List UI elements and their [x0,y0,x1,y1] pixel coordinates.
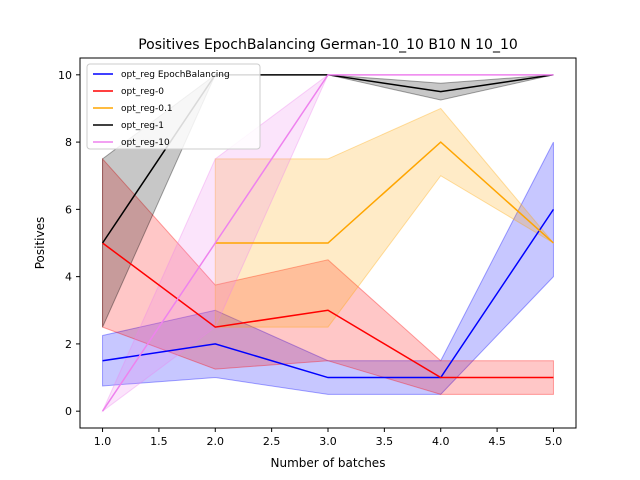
x-tick-label: 5.0 [545,435,563,448]
legend-label-opt-reg-1: opt_reg-1 [121,121,164,131]
x-tick-label: 3.0 [319,435,337,448]
line-opt-reg-10 [101,74,554,412]
band-opt-reg-0-1 [214,107,554,328]
band-opt-reg-epochbalancing [102,141,554,395]
y-tick-label: 2 [65,338,72,351]
x-tick-label: 1.5 [150,435,168,448]
y-axis-label: Positives [33,217,47,270]
x-axis-ticks: 1.0 1.5 2.0 2.5 3.0 3.5 4.0 4.5 5.0 [94,428,562,448]
y-tick-label: 0 [65,405,72,418]
legend: opt_reg EpochBalancing opt_reg-0 opt_reg-0… [86,63,261,150]
line-opt-reg-epochbalancing [102,208,555,379]
x-tick-label: 4.5 [488,435,506,448]
x-tick-label: 2.5 [263,435,281,448]
band-opt-reg-0 [102,157,554,395]
y-tick-label: 10 [58,69,72,82]
legend-label-opt-reg-10: opt_reg-10 [121,138,170,148]
legend-box [86,63,261,150]
x-tick-label: 4.0 [432,435,450,448]
x-axis-label: Number of batches [271,456,386,470]
y-tick-label: 4 [65,271,72,284]
line-opt-reg-0-1 [215,141,554,244]
x-tick-label: 3.5 [376,435,394,448]
legend-label-opt-reg-0: opt_reg-0 [121,87,164,97]
legend-label-opt-reg-epochbalancing: opt_reg EpochBalancing [121,70,230,80]
legend-label-opt-reg-0-1: opt_reg-0.1 [121,104,173,114]
x-tick-label: 2.0 [207,435,225,448]
x-tick-label: 1.0 [94,435,112,448]
y-tick-label: 8 [65,136,72,149]
y-tick-label: 6 [65,203,72,216]
y-axis-ticks: 0 2 4 6 8 10 [58,69,80,418]
chart-title: Positives EpochBalancing German-10_10 B1… [138,37,518,53]
